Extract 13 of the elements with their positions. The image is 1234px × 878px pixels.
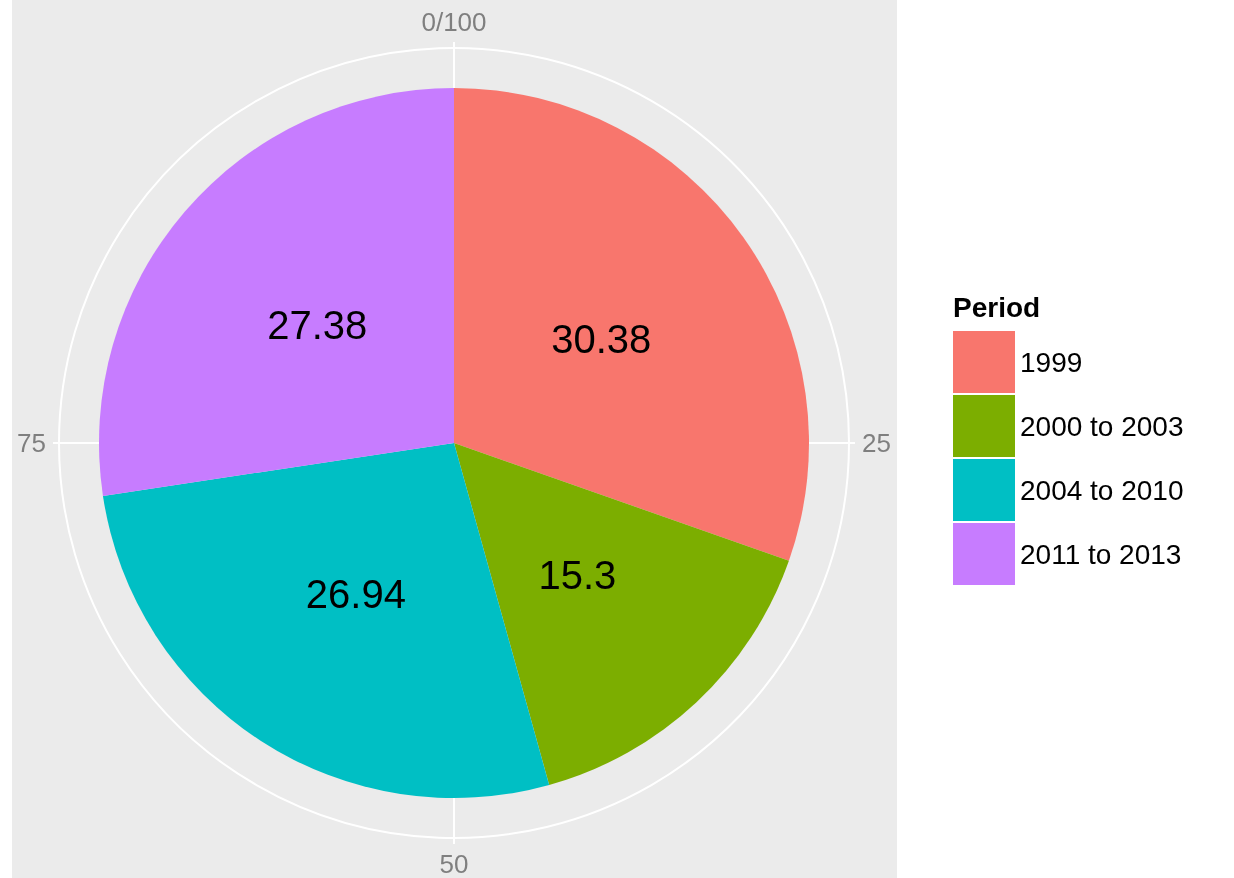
- legend-label: 2000 to 2003: [1020, 410, 1184, 442]
- data-label: 26.94: [305, 572, 406, 617]
- legend-label: 2004 to 2010: [1020, 474, 1184, 506]
- data-label: 27.38: [267, 303, 368, 348]
- legend-label: 1999: [1020, 346, 1083, 378]
- legend-title: Period: [953, 291, 1041, 323]
- text: 50: [439, 849, 469, 878]
- legend-label: 2011 to 2013: [1020, 538, 1182, 570]
- text: 25: [862, 428, 891, 458]
- data-label: 30.38: [551, 316, 652, 361]
- text: 0/100: [421, 7, 487, 37]
- text: 75: [17, 428, 46, 458]
- data-label: 15.3: [538, 552, 617, 597]
